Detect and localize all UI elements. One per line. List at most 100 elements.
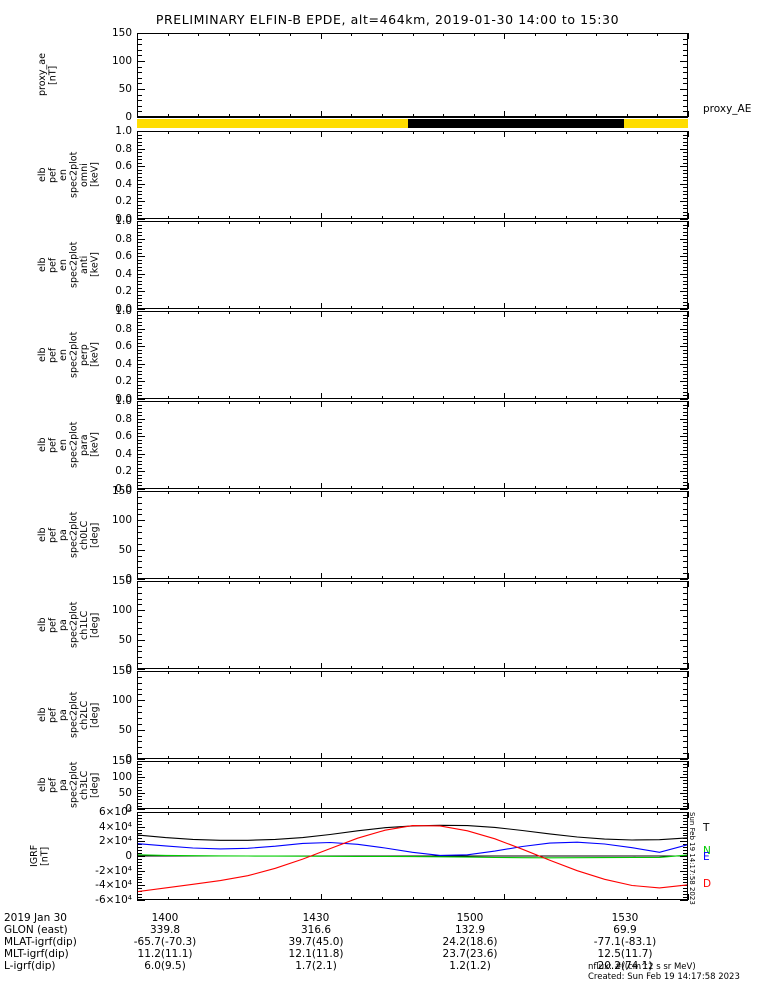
xtick	[229, 576, 230, 579]
ytick-minor	[137, 561, 142, 562]
footer-value-2-1: 39.7(45.0)	[288, 936, 344, 948]
xtick	[259, 33, 260, 36]
xtick	[504, 213, 505, 219]
ytick-minor	[137, 315, 142, 316]
ytick-minor-right	[683, 191, 688, 192]
xtick	[259, 576, 260, 579]
ytick-minor-right	[683, 824, 688, 825]
ytick-minor	[137, 374, 142, 375]
xtick	[198, 666, 199, 669]
ytick-major-right	[680, 329, 688, 330]
xtick	[504, 311, 505, 317]
xtick	[198, 486, 199, 489]
xtick	[504, 671, 505, 677]
xtick	[413, 216, 414, 219]
xtick	[443, 311, 444, 314]
ytick-minor	[137, 850, 142, 851]
xtick	[474, 33, 475, 36]
xtick	[657, 486, 658, 489]
ytick-label-en_para-1: 0.2	[115, 465, 132, 478]
ytick-minor	[137, 694, 142, 695]
xtick	[351, 806, 352, 809]
ytick-label-proxy_ae-2: 100	[111, 55, 132, 67]
ytick-minor	[137, 267, 142, 268]
ytick-minor-right	[683, 67, 688, 68]
xtick	[657, 761, 658, 764]
footer-label-3: MLT-igrf(dip)	[4, 948, 69, 960]
xtick	[596, 216, 597, 219]
ytick-minor-right	[683, 72, 688, 73]
ytick-minor-right	[683, 315, 688, 316]
ytick-minor	[137, 360, 142, 361]
xtick	[198, 114, 199, 117]
ytick-major	[137, 131, 145, 132]
xtick	[596, 131, 597, 134]
ytick-major-right	[680, 364, 688, 365]
ytick-minor-right	[683, 694, 688, 695]
xtick	[443, 491, 444, 494]
xtick	[474, 756, 475, 759]
ytick-major-right	[680, 401, 688, 402]
ytick-minor	[137, 764, 142, 765]
xtick	[229, 806, 230, 809]
xtick	[351, 216, 352, 219]
xtick	[290, 897, 291, 900]
ytick-major-right	[680, 759, 688, 760]
xtick	[688, 111, 689, 117]
xtick	[504, 401, 505, 407]
ytick-major	[137, 184, 145, 185]
xtick	[137, 671, 138, 677]
ytick-minor-right	[683, 833, 688, 834]
xtick	[229, 486, 230, 489]
ytick-major-right	[680, 381, 688, 382]
ytick-minor-right	[683, 538, 688, 539]
ytick-minor	[137, 408, 142, 409]
xtick	[596, 576, 597, 579]
ytick-minor	[137, 573, 142, 574]
xtick	[168, 756, 169, 759]
ytick-minor-right	[683, 874, 688, 875]
xtick	[321, 803, 322, 809]
ytick-label-igrf-6: 6×10⁴	[98, 806, 132, 818]
xtick	[474, 812, 475, 815]
xtick	[657, 311, 658, 314]
ytick-label-en_perp-0: 0.0	[115, 393, 132, 405]
ytick-minor-right	[683, 868, 688, 869]
ytick-label-pa_ch2lc-1: 50	[118, 723, 132, 736]
ytick-major	[137, 581, 145, 582]
ytick-minor-right	[683, 736, 688, 737]
ytick-minor	[137, 593, 142, 594]
ytick-minor-right	[683, 447, 688, 448]
xtick	[413, 761, 414, 764]
ytick-major	[137, 401, 145, 402]
panel-en_anti	[137, 221, 688, 309]
ytick-minor-right	[683, 357, 688, 358]
ytick-minor-right	[683, 388, 688, 389]
ytick-major-right	[680, 871, 688, 872]
xtick	[290, 666, 291, 669]
ytick-minor-right	[683, 532, 688, 533]
xtick	[382, 576, 383, 579]
footer-value-3-3: 12.5(11.7)	[597, 948, 653, 960]
ytick-major-right	[680, 489, 688, 490]
ytick-minor	[137, 796, 142, 797]
xtick	[596, 401, 597, 404]
footer-value-4-0: 6.0(9.5)	[144, 960, 186, 972]
xtick	[351, 401, 352, 404]
ytick-minor-right	[683, 106, 688, 107]
ytick-minor-right	[683, 683, 688, 684]
xtick	[443, 761, 444, 764]
ytick-minor	[137, 295, 142, 296]
ytick-minor-right	[683, 246, 688, 247]
ytick-major	[137, 274, 145, 275]
ytick-minor	[137, 461, 142, 462]
ytick-minor	[137, 378, 142, 379]
xtick	[168, 396, 169, 399]
xtick	[627, 114, 628, 117]
ytick-minor	[137, 646, 142, 647]
xtick	[443, 306, 444, 309]
xtick	[566, 33, 567, 36]
panel-pa_ch3lc	[137, 761, 688, 809]
xtick	[504, 761, 505, 767]
ytick-minor	[137, 634, 142, 635]
